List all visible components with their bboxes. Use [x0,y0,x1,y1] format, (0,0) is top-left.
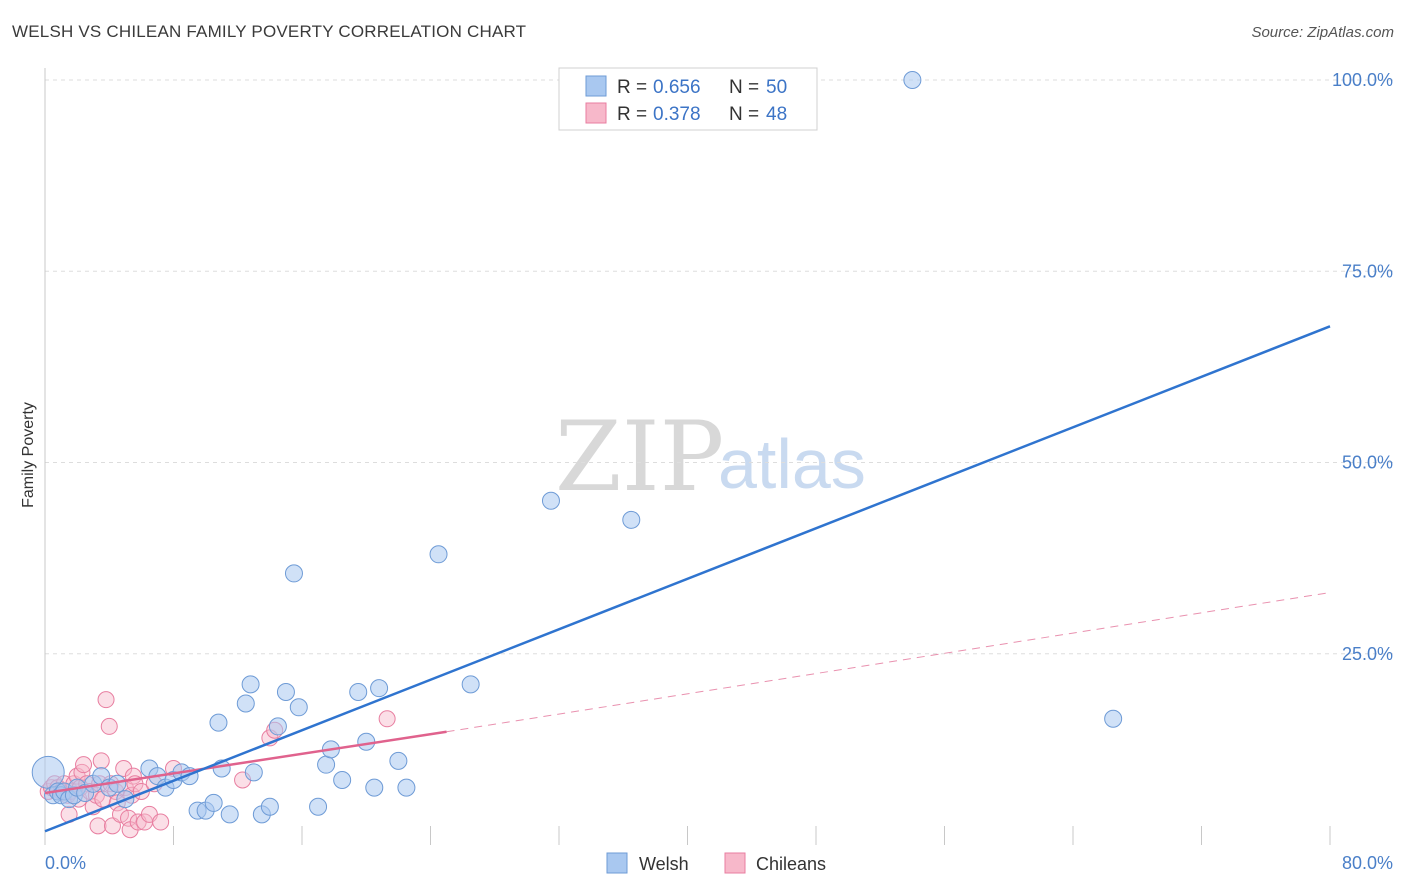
welsh-point [389,751,408,770]
gridlines [45,79,1393,655]
welsh-trend-line [44,325,1331,833]
chileans-point [92,752,110,770]
welsh-legend-swatch [585,75,607,97]
welsh-point [1104,709,1123,728]
x-tick-label-min: 0.0% [45,853,86,873]
series-legend: Welsh Chileans [606,852,826,874]
welsh-point [236,694,255,713]
chileans-point [75,756,93,774]
welsh-point [541,491,560,510]
welsh-point [260,797,279,816]
y-tick-label: 50.0% [1342,453,1393,473]
welsh-point [397,778,416,797]
welsh-n-label: N = [729,77,759,98]
welsh-point [289,698,308,717]
welsh-point [365,778,384,797]
y-tick-label: 100.0% [1332,70,1393,90]
x-axis-ticks [44,826,1331,845]
welsh-point [309,797,328,816]
welsh-n-value: 50 [766,77,787,98]
welsh-r-value: 0.656 [653,77,701,98]
chileans-n-label: N = [729,104,759,125]
welsh-point [333,770,352,789]
chileans-r-label: R = [617,104,647,125]
chileans-trend-line [44,730,447,795]
y-axis-label: Family Poverty [20,402,37,508]
chileans-series-label: Chileans [756,854,826,874]
welsh-point [349,683,368,701]
welsh-point [370,679,389,698]
chileans-point [152,813,170,831]
trend-lines [44,325,1331,833]
welsh-series-label: Welsh [639,854,689,874]
welsh-point [204,793,223,812]
welsh-point [244,763,263,782]
welsh-point [357,732,376,751]
chileans-point [100,717,118,735]
chileans-point [97,691,115,709]
welsh-point [429,545,448,564]
source-label: Source: ZipAtlas.com [1251,24,1394,41]
welsh-series-swatch [606,852,628,874]
chileans-legend-swatch [585,102,607,124]
welsh-point [220,805,239,824]
chileans-series-swatch [724,852,746,874]
welsh-point [622,510,641,529]
welsh-point [284,564,303,583]
chileans-n-value: 48 [766,104,787,125]
welsh-point [903,71,922,89]
welsh-point [461,675,480,694]
chart-title: WELSH VS CHILEAN FAMILY POVERTY CORRELAT… [12,22,527,41]
welsh-point [317,755,336,774]
y-tick-label: 25.0% [1342,644,1393,664]
chileans-point [378,710,396,728]
y-tick-labels: 25.0% 50.0% 75.0% 100.0% [1332,70,1393,664]
welsh-r-label: R = [617,77,647,98]
chileans-trend-dashed [446,592,1331,733]
watermark-zip: ZIP [555,401,724,513]
welsh-point [209,713,228,732]
y-tick-label: 75.0% [1342,261,1393,281]
welsh-point [268,717,287,736]
chileans-point [89,817,107,835]
chileans-r-value: 0.378 [653,104,701,125]
welsh-point [276,683,295,701]
watermark-atlas: atlas [718,425,866,503]
stats-legend: R = 0.656 N = 50 R = 0.378 N = 48 [558,67,818,131]
x-tick-label-max: 80.0% [1342,853,1393,873]
welsh-point [241,675,260,694]
welsh-points [31,71,1123,824]
